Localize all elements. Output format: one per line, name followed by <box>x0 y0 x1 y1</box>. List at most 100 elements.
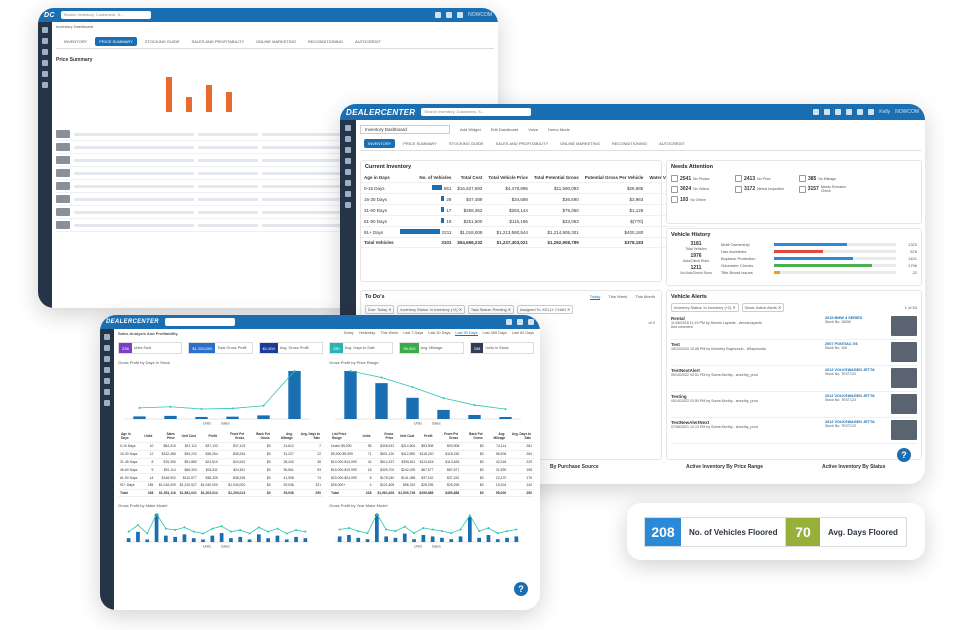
ci-row[interactable]: 0-15 Days 551 $16,627,682 $4,478,896 $11,590… <box>361 182 695 194</box>
alert-vehicle-name[interactable]: 2012 VOLKSWAGEN JETTA <box>825 420 875 424</box>
series-point[interactable] <box>380 376 383 379</box>
series-point[interactable] <box>366 532 369 535</box>
home-icon[interactable] <box>104 334 110 340</box>
series-point[interactable] <box>229 531 232 534</box>
bar[interactable] <box>449 539 454 543</box>
series-point[interactable] <box>506 530 509 533</box>
series-point[interactable] <box>440 530 443 533</box>
ci-row[interactable]: 91+ Days 2211 $1,018,009 $1,213,580,544 $1,2… <box>361 226 695 238</box>
help-icon[interactable] <box>868 109 875 115</box>
series-point[interactable] <box>164 528 167 531</box>
series-point[interactable] <box>257 526 260 529</box>
series-point[interactable] <box>183 526 186 529</box>
dashboard-select[interactable]: Inventory Dashboard <box>360 125 450 134</box>
alert-row[interactable]: Test 10/12/2020 10:08 PM by Kimberly Raym… <box>671 340 917 366</box>
price-row[interactable]: Under $5,000 95 $308,512 $214,604 $93,908 $93… <box>329 442 534 451</box>
vh-item[interactable]: Title Brand Issues 22 <box>721 269 917 276</box>
back-tab[interactable]: ONLINE MARKETING <box>256 39 296 44</box>
series-point[interactable] <box>375 513 378 516</box>
series-point[interactable] <box>413 532 416 535</box>
price-row[interactable]: $20,000-$24,999 8 $178,240 $141,088 $37,152 $… <box>329 473 534 482</box>
series-point[interactable] <box>450 532 453 535</box>
user-icon[interactable] <box>42 60 48 66</box>
price-row[interactable]: $15,000-$19,999 18 $309,702 $242,025 $67,677… <box>329 465 534 475</box>
back-row[interactable] <box>56 167 494 180</box>
user-icon[interactable] <box>104 367 110 373</box>
series-point[interactable] <box>276 528 279 531</box>
back-tab[interactable]: INVENTORY <box>64 39 88 44</box>
needs-attention-item[interactable]: 385 No Mileage <box>799 175 855 182</box>
bar[interactable] <box>163 536 168 543</box>
todo-filter[interactable]: This Week <box>608 294 628 299</box>
vh-item[interactable]: Odometer Checks 1796 <box>721 262 917 269</box>
main-company[interactable]: NOWCOM <box>895 109 919 115</box>
bar[interactable] <box>257 415 270 419</box>
bar[interactable] <box>275 536 280 543</box>
back-tab[interactable]: STOCKING GUIDE <box>144 39 180 44</box>
main-user[interactable]: Kelly <box>879 109 891 115</box>
bar[interactable] <box>356 538 361 543</box>
age-row[interactable]: 61-90 Days 14 $148,902 $110,577 $38,325 $38,3… <box>118 473 323 482</box>
bar[interactable] <box>219 533 224 543</box>
main-tab[interactable]: ONLINE MARKETING <box>560 141 600 146</box>
bar[interactable] <box>375 383 388 419</box>
va-chip[interactable]: Show: Active Alerts ✕ <box>741 303 785 312</box>
front-help-button[interactable]: ? <box>514 582 528 596</box>
back-row[interactable] <box>56 193 494 206</box>
series-point[interactable] <box>211 528 214 531</box>
back-row[interactable] <box>56 141 494 154</box>
series-point[interactable] <box>496 532 499 535</box>
chart-icon[interactable] <box>104 356 110 362</box>
bell-icon[interactable] <box>506 319 512 325</box>
bar[interactable] <box>505 538 509 543</box>
back-row[interactable] <box>56 180 494 193</box>
toolbar-button[interactable]: Edit Dashboard <box>490 127 519 132</box>
toolbar-button[interactable]: Voice <box>528 127 539 132</box>
bar[interactable] <box>256 534 261 543</box>
date-range-option[interactable]: Today <box>343 331 354 335</box>
series-point[interactable] <box>473 404 476 407</box>
main-help-button[interactable]: ? <box>897 448 911 462</box>
back-user[interactable]: NOWCOM <box>468 12 492 18</box>
bar[interactable] <box>294 537 298 543</box>
needs-attention-item[interactable]: 2413 No Price <box>735 175 791 182</box>
back-tab[interactable]: PRICE SUMMARY <box>95 37 137 46</box>
help-icon[interactable] <box>457 12 464 18</box>
bar[interactable] <box>337 536 342 543</box>
car-icon[interactable] <box>104 345 110 351</box>
bar[interactable] <box>406 397 419 419</box>
date-range-option[interactable]: Last 30 Days <box>428 331 451 335</box>
series-point[interactable] <box>357 530 360 533</box>
z-icon[interactable] <box>104 400 110 406</box>
bar[interactable] <box>421 535 426 543</box>
bar[interactable] <box>133 416 146 419</box>
todo-chip[interactable]: Inventory Status: In Inventory (+2) ✕ <box>397 305 465 314</box>
help-icon[interactable] <box>528 319 534 325</box>
bar[interactable] <box>514 536 519 543</box>
bar[interactable] <box>164 415 177 419</box>
series-point[interactable] <box>349 370 352 372</box>
back-tab[interactable]: SALES AND PROFITABILITY <box>191 39 245 44</box>
date-range-option[interactable]: Last 60 Days <box>511 331 534 335</box>
ci-row[interactable]: 31-60 Days 17 $259,362 $284,144 $75,060 $1,12… <box>361 204 695 216</box>
series-point[interactable] <box>411 386 414 389</box>
tag-icon[interactable] <box>104 389 110 395</box>
age-row[interactable]: 46-60 Days 9 $91,114 $66,303 $24,811 $24,811 $… <box>118 465 323 475</box>
series-point[interactable] <box>293 370 296 372</box>
ci-row[interactable]: 61-90 Days 18 $251,500 $116,196 $23,063 $(770… <box>361 215 695 227</box>
series-point[interactable] <box>267 531 270 534</box>
main-tab[interactable]: SALES AND PROFITABILITY <box>495 141 549 146</box>
series-point[interactable] <box>515 528 518 531</box>
bar[interactable] <box>126 538 131 543</box>
bar[interactable] <box>495 539 500 543</box>
bar[interactable] <box>440 538 444 543</box>
car-icon[interactable] <box>42 38 48 44</box>
mail-icon[interactable] <box>846 109 853 115</box>
vh-item[interactable]: Multi Ownership 1323 <box>721 241 917 248</box>
car-icon[interactable] <box>345 136 351 142</box>
bar[interactable] <box>210 536 215 543</box>
alert-row[interactable]: Testing 05/10/2022 02:50 PM by Suma Murth… <box>671 392 917 418</box>
phone-icon[interactable] <box>824 109 831 115</box>
series-point[interactable] <box>146 533 149 536</box>
series-point[interactable] <box>155 513 158 516</box>
